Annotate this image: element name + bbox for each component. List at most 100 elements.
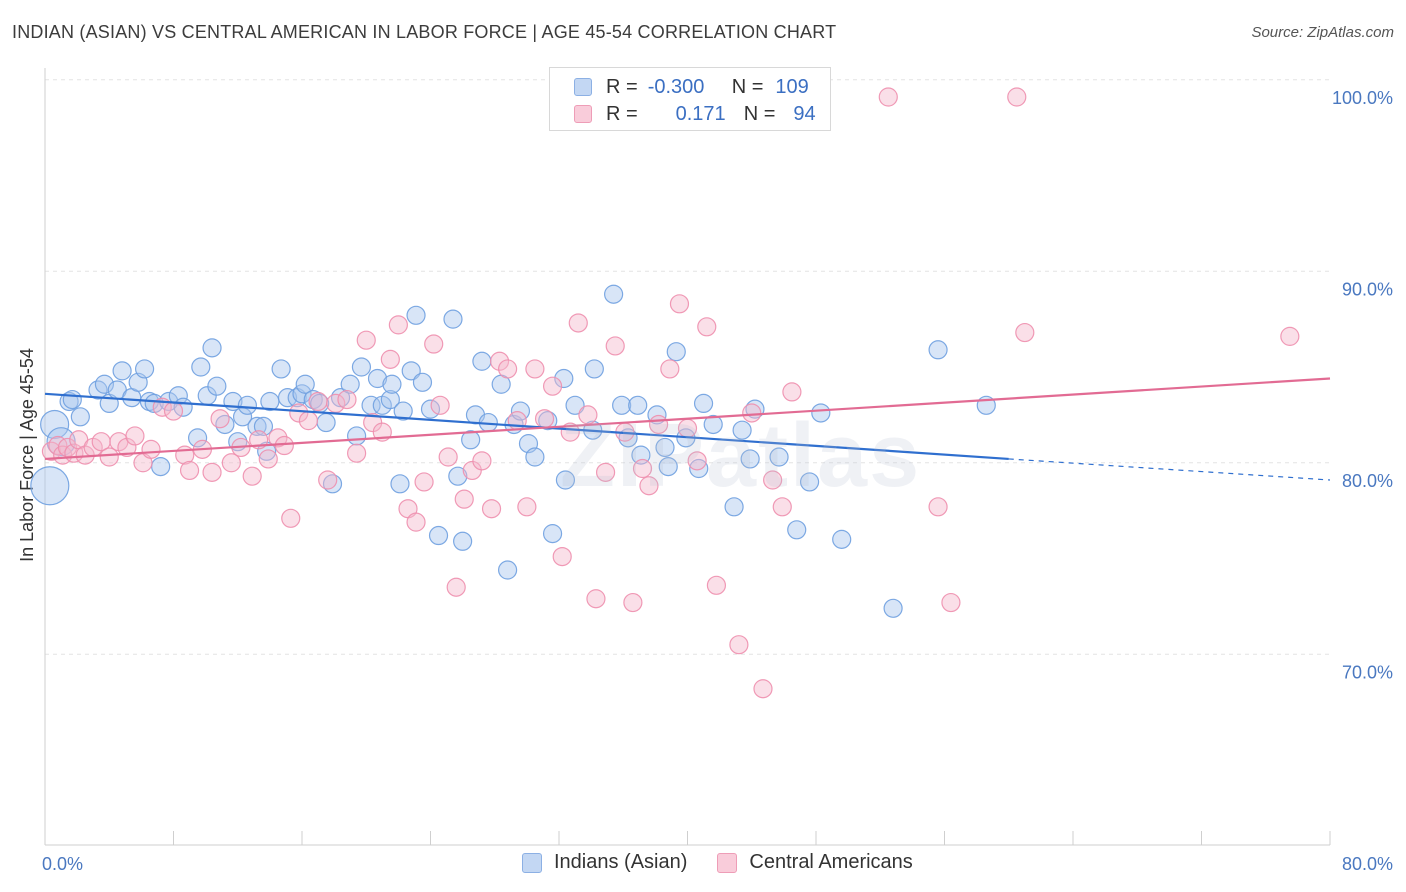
point-central-americans (706, 575, 727, 595)
series-legend-item-central-americans: Central Americans (717, 851, 913, 874)
point-central-americans (337, 389, 357, 410)
point-central-americans (1280, 326, 1300, 346)
point-central-americans (605, 336, 625, 356)
point-central-americans (356, 330, 376, 350)
point-central-americans (117, 437, 137, 458)
point-indians (448, 466, 468, 486)
point-central-americans (210, 409, 230, 429)
point-central-americans (289, 403, 309, 423)
point-central-americans (660, 359, 680, 379)
point-central-americans (517, 497, 537, 517)
point-central-americans (430, 395, 450, 415)
point-indians (134, 359, 155, 379)
point-indians (498, 560, 518, 580)
point-central-americans (438, 447, 458, 467)
point-central-americans (268, 428, 288, 448)
trend-line-indians (44, 392, 1009, 461)
point-central-americans (534, 409, 555, 429)
point-indians (347, 426, 367, 446)
legend-r-label: R = (606, 75, 638, 98)
point-central-americans (568, 313, 588, 333)
point-indians (689, 458, 709, 479)
legend-r-value: 0.171 (675, 102, 726, 125)
point-indians (565, 395, 585, 415)
legend-n-value: 109 (775, 75, 809, 98)
point-indians (612, 395, 632, 415)
point-central-americans (141, 439, 161, 459)
watermark: ZIPatlas (560, 406, 922, 506)
point-central-americans (298, 411, 319, 431)
point-indians (703, 414, 723, 435)
y-tick-labels: 70.0% 80.0% 90.0% 100.0% (1332, 88, 1393, 683)
point-central-americans (281, 508, 301, 528)
point-indians (769, 447, 789, 467)
point-central-americans (221, 453, 241, 473)
point-central-americans (406, 512, 426, 532)
point-indians (401, 361, 421, 381)
point-indians (443, 309, 463, 329)
point-indians (412, 372, 433, 392)
point-indians (740, 449, 760, 469)
point-central-americans (941, 592, 961, 613)
point-indians (187, 428, 208, 448)
point-indians (277, 388, 298, 408)
point-indians (538, 411, 558, 431)
point-central-americans (347, 443, 367, 463)
y-tick-label: 100.0% (1332, 88, 1393, 108)
point-central-americans (782, 382, 802, 402)
point-central-americans (669, 294, 690, 314)
legend-n-label: N = (731, 75, 764, 98)
point-central-americans (525, 359, 545, 379)
point-indians (382, 374, 402, 394)
series-legend-label: Indians (Asian) (554, 851, 688, 873)
legend-row-indians: R = -0.300 N = 109 (574, 74, 809, 100)
point-central-americans (489, 351, 510, 371)
point-central-americans (424, 334, 444, 354)
chart-title: INDIAN (ASIAN) VS CENTRAL AMERICAN IN LA… (12, 22, 837, 42)
point-indians (832, 529, 852, 549)
point-central-americans (481, 499, 502, 519)
point-central-americans (318, 470, 338, 490)
point-indians (453, 531, 473, 551)
point-indians (428, 525, 449, 546)
series-legend: Indians (Asian) Central Americans (522, 851, 943, 874)
point-indians (207, 376, 227, 396)
point-indians (928, 340, 948, 360)
point-central-americans (446, 577, 466, 597)
point-central-americans (274, 435, 294, 456)
point-indians (202, 338, 222, 358)
point-indians (30, 466, 70, 506)
y-tick-label: 90.0% (1342, 280, 1393, 300)
point-indians (461, 430, 481, 450)
point-central-americans (772, 497, 792, 517)
y-tick-label: 80.0% (1342, 471, 1393, 491)
point-central-americans (242, 466, 262, 486)
y-tick-label: 70.0% (1342, 663, 1393, 683)
series-swatch-indians (522, 852, 542, 873)
point-indians (271, 359, 291, 379)
point-central-americans (639, 476, 659, 496)
point-central-americans (687, 451, 707, 471)
legend-r-label: R = (606, 102, 638, 125)
point-central-americans (878, 87, 898, 107)
point-indians (655, 437, 675, 458)
point-central-americans (753, 679, 773, 699)
point-indians (628, 395, 648, 415)
point-indians (59, 391, 79, 412)
point-indians (693, 393, 714, 413)
point-indians (787, 520, 807, 540)
point-central-americans (414, 472, 434, 492)
point-indians (393, 401, 413, 421)
point-indians (112, 361, 132, 381)
point-central-americans (388, 315, 408, 335)
point-indians (724, 497, 744, 517)
point-central-americans (742, 403, 762, 423)
point-central-americans (472, 451, 492, 471)
point-central-americans (763, 470, 783, 490)
point-indians (237, 395, 257, 415)
point-indians (472, 351, 492, 371)
point-indians (390, 474, 410, 494)
point-central-americans (1007, 87, 1027, 107)
point-indians (420, 399, 441, 419)
series-legend-label: Central Americans (749, 851, 913, 873)
